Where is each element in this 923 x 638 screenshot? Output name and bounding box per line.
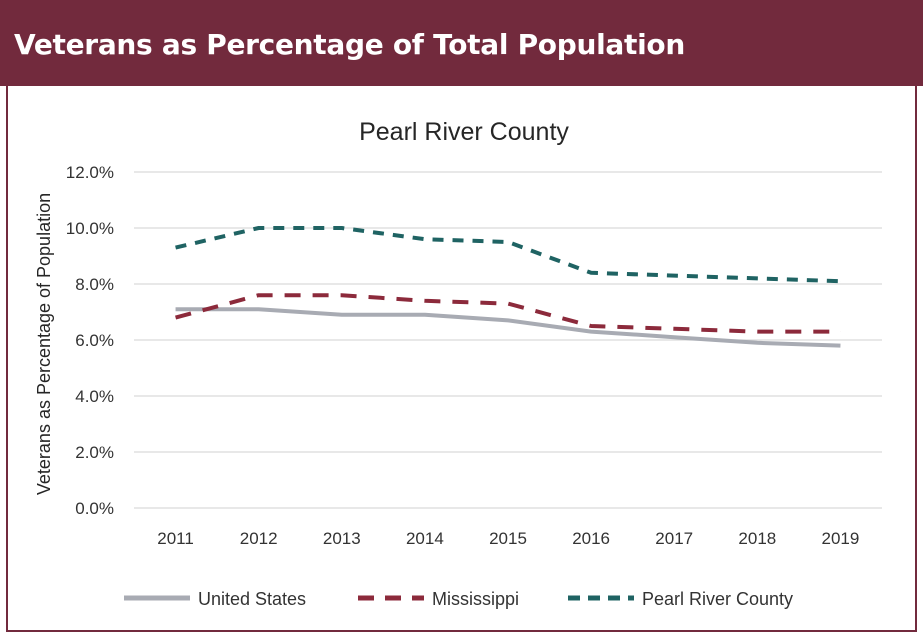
series-line-pearl-river-county — [175, 226, 841, 284]
y-axis-label: Veterans as Percentage of Population — [34, 193, 54, 495]
legend-label: United States — [198, 589, 306, 609]
header-banner: Veterans as Percentage of Total Populati… — [0, 0, 923, 86]
x-tick-label: 2017 — [655, 529, 693, 548]
y-tick-label: 2.0% — [75, 443, 114, 462]
page-title: Veterans as Percentage of Total Populati… — [14, 28, 685, 61]
legend-label: Mississippi — [432, 589, 519, 609]
series-line-mississippi — [175, 293, 841, 334]
chart-panel — [6, 86, 917, 632]
x-tick-label: 2012 — [240, 529, 278, 548]
y-tick-label: 8.0% — [75, 275, 114, 294]
y-tick-label: 4.0% — [75, 387, 114, 406]
y-tick-label: 12.0% — [66, 163, 114, 182]
x-tick-label: 2011 — [157, 529, 194, 548]
y-tick-label: 6.0% — [75, 331, 114, 350]
legend-label: Pearl River County — [642, 589, 793, 609]
y-tick-label: 0.0% — [75, 499, 114, 518]
x-tick-label: 2019 — [822, 529, 860, 548]
chart-title: Pearl River County — [359, 118, 569, 146]
x-tick-label: 2014 — [406, 529, 444, 548]
x-tick-label: 2016 — [572, 529, 610, 548]
x-tick-label: 2018 — [738, 529, 776, 548]
x-tick-label: 2013 — [323, 529, 361, 548]
x-tick-label: 2015 — [489, 529, 527, 548]
y-tick-label: 10.0% — [66, 219, 114, 238]
